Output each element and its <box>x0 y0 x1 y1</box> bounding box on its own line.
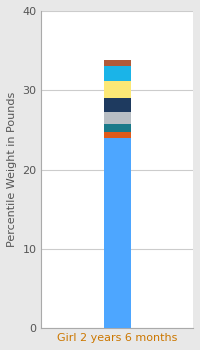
Bar <box>104 124 131 132</box>
Y-axis label: Percentile Weight in Pounds: Percentile Weight in Pounds <box>7 92 17 247</box>
Bar <box>104 132 131 138</box>
Bar <box>104 66 131 81</box>
Bar <box>104 112 131 124</box>
Bar <box>104 81 131 98</box>
Bar <box>104 60 131 66</box>
Bar <box>104 138 131 328</box>
Bar <box>104 98 131 112</box>
